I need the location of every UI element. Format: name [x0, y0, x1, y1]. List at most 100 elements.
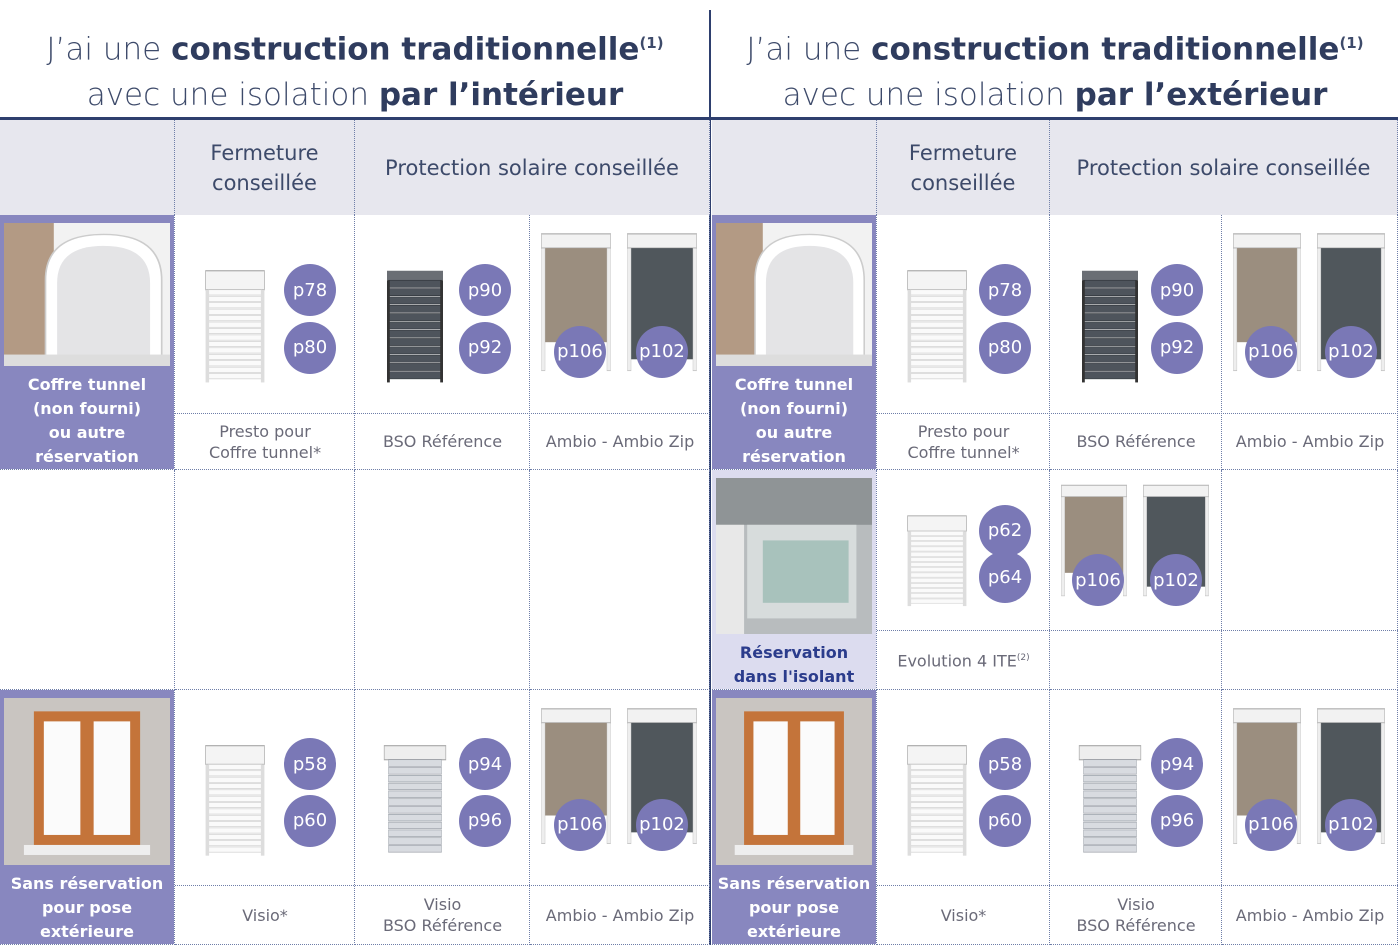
- product-image: [902, 266, 972, 385]
- page-badge: p58: [979, 738, 1031, 791]
- label: Réservation dans l'isolant: [712, 634, 876, 689]
- page-badge: p90: [1151, 264, 1203, 317]
- caption-line: Ambio - Ambio Zip: [545, 432, 695, 451]
- caption-line: Evolution 4 ITE(2): [897, 651, 1030, 671]
- grid-cell: [877, 215, 1050, 470]
- caption-line: Coffre tunnel*: [907, 442, 1020, 462]
- label-line: pour pose: [41, 898, 133, 917]
- grid-cell: [877, 470, 1050, 690]
- panel-title: J’ai une construction traditionnelle(1) a…: [0, 20, 710, 116]
- title-text: avec une isolation: [782, 77, 1075, 114]
- title-sup: (1): [1339, 34, 1364, 52]
- caption-rule: [877, 413, 1398, 414]
- title-text: J’ai une: [46, 31, 172, 68]
- caption-sup: (2): [1016, 653, 1030, 664]
- label-image: [4, 223, 170, 366]
- caption: Presto pour Coffre tunnel*: [175, 414, 355, 469]
- grid-cell: [530, 215, 710, 470]
- caption-line: Visio: [423, 895, 462, 914]
- caption-line: Presto pour: [917, 421, 1010, 441]
- caption-line: Ambio - Ambio Zip: [1235, 905, 1385, 925]
- grid-cell: [0, 215, 175, 470]
- caption-line: Presto pour: [219, 421, 311, 441]
- product-image: [380, 741, 450, 858]
- page-badge: p102: [1150, 554, 1202, 607]
- product-image: [902, 512, 972, 608]
- caption-rule: [877, 630, 1398, 631]
- page-badge: p94: [1151, 738, 1203, 791]
- caption: Ambio - Ambio Zip: [1222, 886, 1398, 944]
- title-bold: construction traditionnelle: [171, 31, 640, 68]
- header-text: Protection solaire conseillée: [385, 155, 679, 180]
- caption-rule: [877, 885, 1398, 886]
- caption: Ambio - Ambio Zip: [1222, 414, 1398, 469]
- grid-cell: [712, 215, 877, 470]
- page-badge: p60: [284, 794, 336, 847]
- page-badge: p106: [1072, 554, 1124, 607]
- caption-line: Visio: [1117, 895, 1155, 914]
- heading-rule: [0, 117, 1398, 120]
- divider: [709, 10, 711, 945]
- label-line: ou autre: [755, 423, 833, 442]
- label: Sans réservation pour pose extérieure: [712, 865, 876, 944]
- label-line: Sans réservation: [10, 874, 164, 893]
- page-badge: p102: [636, 325, 688, 378]
- label-line: pour pose: [748, 898, 840, 917]
- caption-rule: [175, 885, 710, 886]
- caption: Visio*: [175, 886, 355, 944]
- header-text: Protection solaire conseillée: [1076, 155, 1371, 180]
- label-line: extérieure: [746, 922, 842, 941]
- label-line: (non fourni): [32, 399, 142, 418]
- label-line: ou autre: [48, 423, 126, 442]
- page-badge: p62: [979, 504, 1031, 557]
- page-badge: p106: [554, 798, 606, 851]
- label-line: Réservation: [739, 643, 849, 662]
- label-line: Coffre tunnel: [27, 375, 147, 394]
- caption-line: Ambio - Ambio Zip: [1235, 432, 1385, 451]
- grid-cell: [355, 215, 530, 470]
- caption: Ambio - Ambio Zip: [530, 414, 710, 469]
- product-image: [200, 266, 270, 385]
- panel-title: J’ai une construction traditionnelle(1) a…: [712, 20, 1398, 116]
- page-badge: p96: [1151, 794, 1203, 847]
- page-badge: p80: [979, 321, 1031, 374]
- grid-cell: [175, 215, 355, 470]
- label-line: réservation: [35, 447, 139, 466]
- header-cell: [0, 120, 175, 215]
- grid-cell: [712, 470, 877, 690]
- product-image: [902, 741, 972, 858]
- caption-line: Visio*: [242, 905, 288, 925]
- page-badge: p102: [1325, 325, 1377, 378]
- header-text: Fermeture: [210, 140, 319, 165]
- product-image: [1075, 266, 1145, 385]
- caption: Ambio - Ambio Zip: [530, 886, 710, 944]
- caption-line: Coffre tunnel*: [208, 442, 322, 462]
- product-image: [380, 266, 450, 385]
- header-cell: [712, 120, 877, 215]
- header-text: Fermeture: [908, 140, 1018, 165]
- page-badge: p58: [284, 738, 336, 791]
- grid-cell: [1222, 470, 1398, 690]
- caption-line: BSO Référence: [1076, 916, 1196, 935]
- label-image: [4, 698, 170, 865]
- grid-cell: [1050, 215, 1222, 470]
- header-text: conseillée: [910, 170, 1016, 195]
- label: Sans réservation pour pose extérieure: [0, 865, 174, 944]
- header-cell: Protection solaire conseillée: [355, 120, 710, 215]
- label: Coffre tunnel (non fourni) ou autre réserva…: [0, 366, 174, 469]
- grid-cell: [0, 470, 175, 690]
- grid-cell: [175, 470, 355, 690]
- grid-cell: [355, 470, 530, 690]
- caption-line: Ambio - Ambio Zip: [545, 905, 695, 925]
- page-badge: p102: [636, 798, 688, 851]
- title-sup: (1): [639, 34, 664, 52]
- label-line: dans l'isolant: [733, 667, 855, 686]
- page-badge: p92: [1151, 321, 1203, 374]
- header-cell: Fermeture conseillée: [877, 120, 1050, 215]
- caption: Presto pour Coffre tunnel*: [877, 414, 1050, 469]
- label-line: extérieure: [39, 922, 135, 941]
- title-line: avec une isolation par l’intérieur: [0, 72, 710, 118]
- caption-line: Visio*: [940, 905, 987, 925]
- title-bold: construction traditionnelle: [871, 31, 1340, 68]
- title-bold: par l’intérieur: [378, 77, 624, 114]
